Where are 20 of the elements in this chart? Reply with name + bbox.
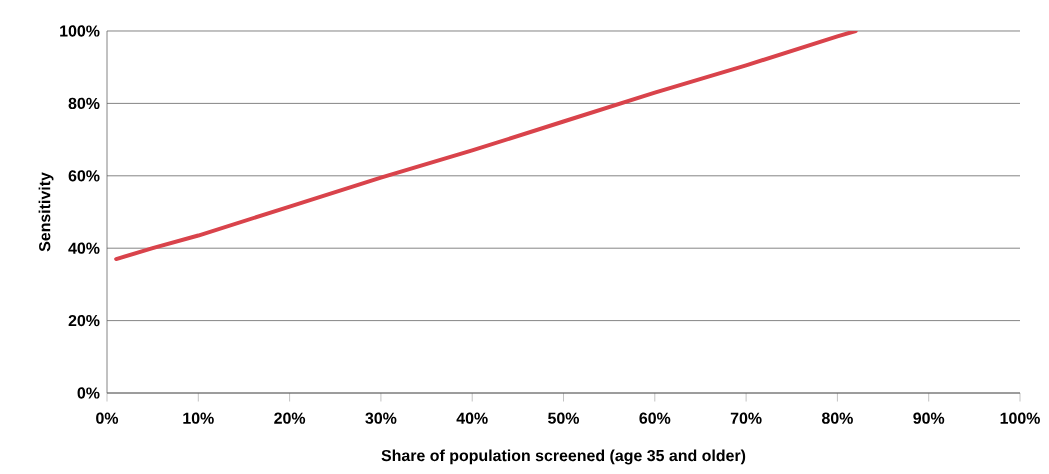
y-tick-label: 60% [68, 170, 100, 182]
x-tick-label: 30% [365, 412, 397, 424]
y-tick-label: 0% [77, 387, 100, 399]
x-tick-label: 0% [96, 412, 119, 424]
x-tick-label: 10% [183, 412, 214, 424]
x-axis-title: Share of population screened (age 35 and older) [381, 449, 746, 465]
y-axis-title: Sensitivity [38, 172, 54, 252]
x-tick-label: 90% [913, 412, 945, 424]
x-tick-label: 40% [456, 412, 488, 424]
x-tick-label: 100% [1000, 412, 1040, 424]
y-tick-label: 40% [68, 242, 100, 254]
x-tick-label: 50% [548, 412, 580, 424]
line-series [114, 30, 858, 262]
x-tick-label: 20% [274, 412, 306, 424]
x-tick-label: 60% [639, 412, 671, 424]
y-tick-label: 100% [60, 25, 100, 37]
y-tick-label: 20% [68, 314, 100, 327]
x-tick-label: 70% [730, 412, 762, 424]
y-tick-label: 80% [68, 97, 100, 110]
x-tick-label: 80% [821, 412, 853, 424]
